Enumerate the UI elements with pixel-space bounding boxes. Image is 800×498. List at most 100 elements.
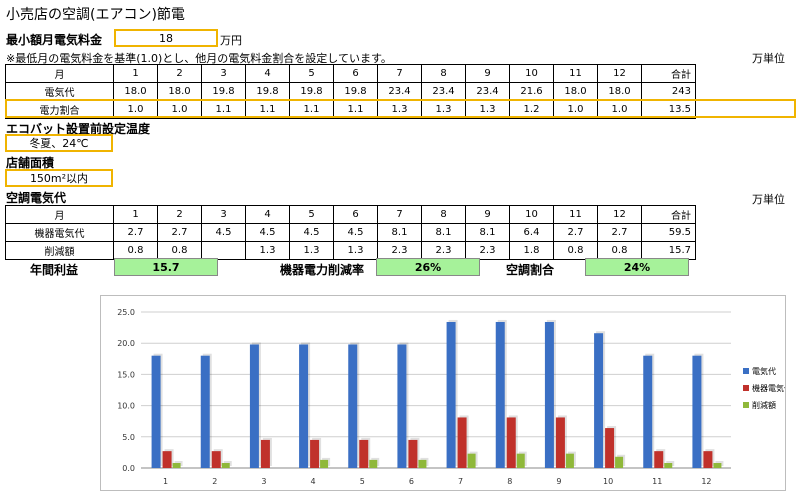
total-cell: 13.5 bbox=[641, 100, 696, 119]
table-header-row: 月 1 2 3 4 5 6 7 8 9 10 11 12 合計 bbox=[5, 64, 696, 83]
bar-3 bbox=[467, 453, 476, 468]
month-cell: 4 bbox=[245, 205, 290, 224]
reduction-rate-value: 26% bbox=[376, 258, 480, 276]
value-cell: 1.3 bbox=[245, 241, 290, 260]
value-cell: 23.4 bbox=[421, 82, 466, 101]
month-cell: 3 bbox=[201, 205, 246, 224]
month-cell: 9 bbox=[465, 64, 510, 83]
x-tick-label: 5 bbox=[360, 477, 365, 486]
value-cell: 1.3 bbox=[289, 241, 334, 260]
value-cell: 18.0 bbox=[113, 82, 158, 101]
legend-label: 削減額 bbox=[752, 400, 776, 410]
value-cell: 0.8 bbox=[113, 241, 158, 260]
total-header: 合計 bbox=[641, 64, 696, 83]
value-cell bbox=[201, 241, 246, 260]
total-header: 合計 bbox=[641, 205, 696, 224]
area-input[interactable]: 150m²以内 bbox=[5, 169, 113, 187]
y-tick-label: 20.0 bbox=[117, 339, 135, 348]
aircon-ratio-value: 24% bbox=[585, 258, 689, 276]
electricity-table: 月 1 2 3 4 5 6 7 8 9 10 11 12 合計 電気代 18.0 18.0 19.8 19.8… bbox=[5, 64, 696, 119]
unit-label-1: 万単位 bbox=[752, 52, 785, 65]
bar-3 bbox=[418, 459, 427, 468]
value-cell: 6.4 bbox=[509, 223, 554, 242]
value-cell: 0.8 bbox=[157, 241, 202, 260]
value-cell: 1.2 bbox=[509, 100, 554, 119]
legend-swatch bbox=[743, 385, 749, 391]
y-tick-label: 15.0 bbox=[117, 370, 135, 379]
month-header: 月 bbox=[5, 64, 114, 83]
bar-3 bbox=[713, 463, 722, 468]
month-cell: 5 bbox=[289, 205, 334, 224]
min-fee-unit: 万円 bbox=[220, 34, 242, 47]
month-cell: 2 bbox=[157, 64, 202, 83]
aircon-label: 空調電気代 bbox=[6, 191, 67, 205]
bar-1 bbox=[348, 344, 358, 468]
value-cell: 1.0 bbox=[553, 100, 598, 119]
month-cell: 7 bbox=[377, 64, 422, 83]
bar-1 bbox=[446, 321, 456, 468]
month-cell: 10 bbox=[509, 205, 554, 224]
month-cell: 4 bbox=[245, 64, 290, 83]
total-cell: 15.7 bbox=[641, 241, 696, 260]
row-label: 電力割合 bbox=[5, 100, 114, 119]
x-tick-label: 11 bbox=[652, 477, 662, 486]
month-cell: 7 bbox=[377, 205, 422, 224]
ecobat-input[interactable]: 冬夏、24℃ bbox=[5, 134, 113, 152]
y-tick-label: 5.0 bbox=[122, 433, 135, 442]
bar-2 bbox=[408, 439, 418, 468]
min-fee-label: 最小額月電気料金 bbox=[6, 33, 103, 47]
table-row: 電気代 18.0 18.0 19.8 19.8 19.8 19.8 23.4 23.4 23.4… bbox=[5, 82, 696, 101]
value-cell: 1.3 bbox=[333, 241, 378, 260]
value-cell: 23.4 bbox=[465, 82, 510, 101]
bar-2 bbox=[359, 439, 369, 468]
bar-3 bbox=[615, 456, 624, 468]
bar-2 bbox=[260, 439, 270, 468]
legend-swatch bbox=[743, 402, 749, 408]
bar-3 bbox=[369, 459, 378, 468]
bar-1 bbox=[397, 344, 407, 468]
note-text: ※最低月の電気料金を基準(1.0)とし、他月の電気料金割合を設定しています。 bbox=[6, 52, 392, 65]
bar-2 bbox=[506, 417, 516, 468]
value-cell: 1.0 bbox=[113, 100, 158, 119]
month-cell: 6 bbox=[333, 205, 378, 224]
value-cell: 4.5 bbox=[201, 223, 246, 242]
annual-profit-value: 15.7 bbox=[114, 258, 218, 276]
annual-profit-label: 年間利益 bbox=[30, 263, 79, 277]
value-cell: 18.0 bbox=[157, 82, 202, 101]
bar-chart: 0.05.010.015.020.025.01 2 3 4 5 6 7 8 9 10 11 12電気代… bbox=[117, 308, 792, 486]
month-cell: 9 bbox=[465, 205, 510, 224]
total-cell: 59.5 bbox=[641, 223, 696, 242]
bar-3 bbox=[516, 453, 525, 468]
bar-1 bbox=[151, 355, 161, 468]
value-cell: 4.5 bbox=[333, 223, 378, 242]
month-cell: 3 bbox=[201, 64, 246, 83]
area-label: 店舗面積 bbox=[6, 156, 55, 170]
bar-3 bbox=[172, 463, 181, 468]
x-tick-label: 8 bbox=[507, 477, 512, 486]
value-cell: 19.8 bbox=[245, 82, 290, 101]
month-cell: 10 bbox=[509, 64, 554, 83]
bar-1 bbox=[200, 355, 210, 468]
x-tick-label: 1 bbox=[163, 477, 168, 486]
month-cell: 1 bbox=[113, 205, 158, 224]
value-cell: 1.3 bbox=[377, 100, 422, 119]
row-label: 電気代 bbox=[5, 82, 114, 101]
value-cell: 4.5 bbox=[289, 223, 334, 242]
bar-1 bbox=[495, 321, 505, 468]
bar-1 bbox=[594, 333, 604, 468]
legend-label: 機器電気代 bbox=[752, 383, 785, 393]
month-cell: 6 bbox=[333, 64, 378, 83]
value-cell: 23.4 bbox=[377, 82, 422, 101]
value-cell: 8.1 bbox=[377, 223, 422, 242]
value-cell: 2.7 bbox=[597, 223, 642, 242]
bar-3 bbox=[320, 459, 329, 468]
value-cell: 1.1 bbox=[289, 100, 334, 119]
value-cell: 1.0 bbox=[597, 100, 642, 119]
min-fee-input[interactable]: 18 bbox=[114, 29, 218, 47]
y-tick-label: 10.0 bbox=[117, 402, 135, 411]
row-label: 機器電気代 bbox=[5, 223, 114, 242]
legend-label: 電気代 bbox=[752, 366, 776, 376]
value-cell: 4.5 bbox=[245, 223, 290, 242]
bar-1 bbox=[692, 355, 702, 468]
x-tick-label: 6 bbox=[409, 477, 414, 486]
